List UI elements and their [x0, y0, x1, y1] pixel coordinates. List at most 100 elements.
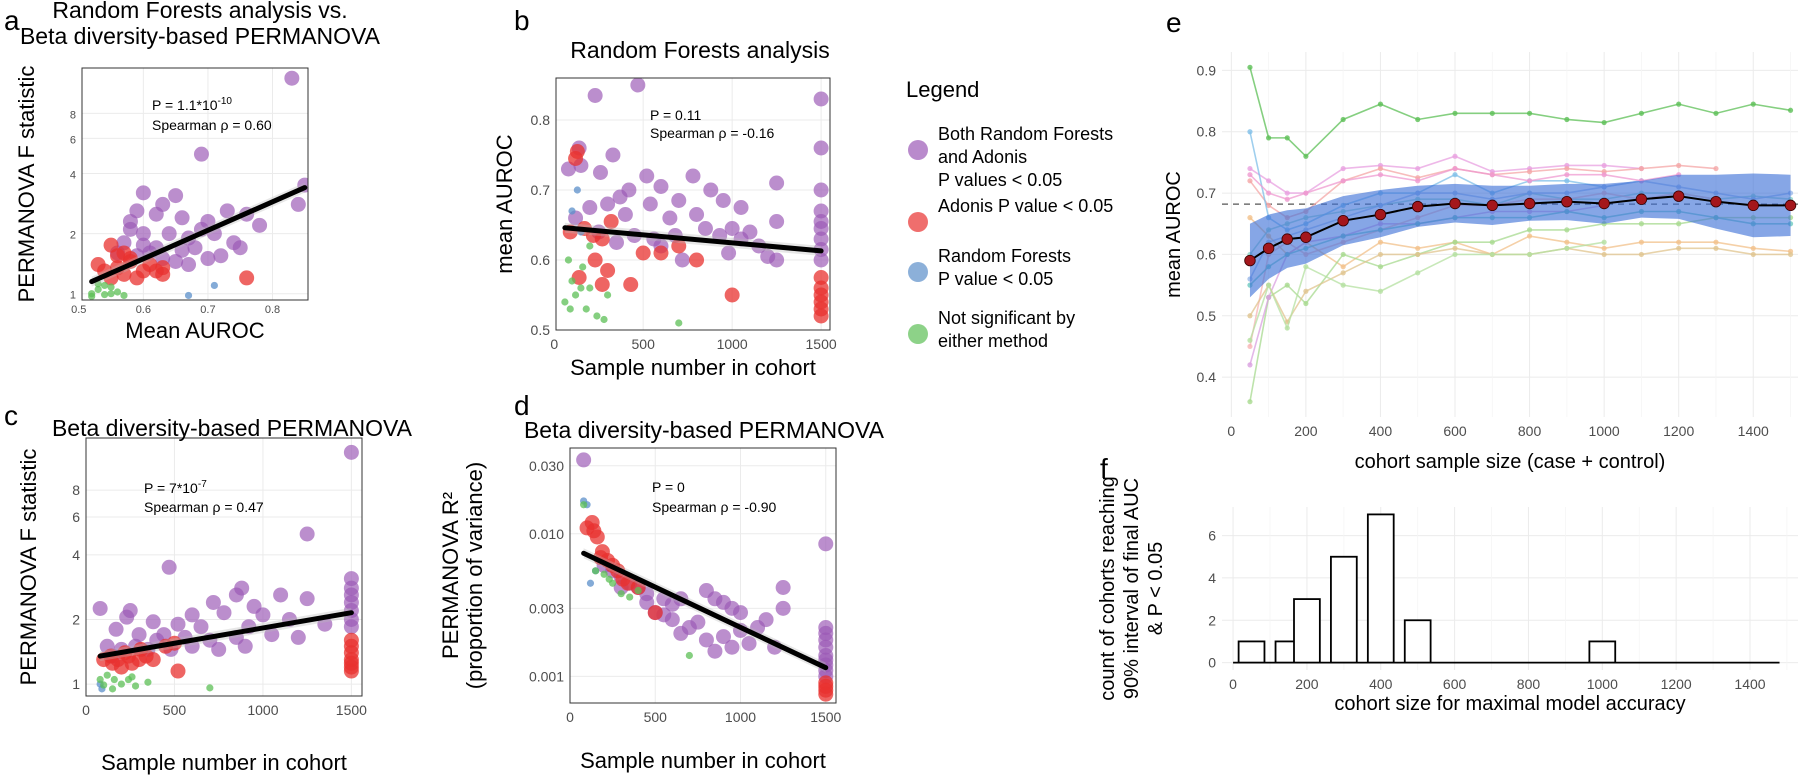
cohort-point [1303, 264, 1309, 270]
data-point-purple [174, 210, 190, 226]
cohort-point [1638, 239, 1645, 245]
data-point-purple [600, 196, 616, 212]
data-point-purple [187, 240, 203, 256]
cohort-point [1247, 215, 1253, 221]
data-point-green [685, 651, 693, 660]
x-tick-label: 1200 [1661, 676, 1692, 692]
cohort-point [1601, 162, 1607, 169]
cohort-point [1452, 165, 1458, 172]
plot-content [92, 444, 359, 693]
data-point-red [129, 270, 145, 286]
legend-swatch-red [908, 212, 928, 232]
data-point-purple [813, 231, 829, 247]
cohort-point [1303, 300, 1309, 307]
legend-swatch-purple [908, 140, 928, 160]
data-point-purple [232, 240, 248, 256]
cohort-point [1284, 282, 1290, 288]
cohort-point [1377, 172, 1384, 178]
data-point-green [107, 283, 115, 291]
data-point-green [568, 277, 576, 285]
data-point-purple [170, 616, 186, 632]
y-tick-label: 6 [1208, 528, 1216, 544]
cohort-point [1564, 245, 1570, 251]
cohort-point [1564, 227, 1570, 233]
data-point-purple [108, 621, 124, 637]
spearman-annotation: Spearman ρ = 0.60 [152, 117, 272, 133]
data-point-purple [193, 619, 209, 635]
cohort-point [1750, 251, 1756, 258]
cohort-point [1266, 190, 1272, 196]
data-point-purple [181, 257, 197, 273]
data-point-purple [769, 214, 785, 229]
x-tick-label: 500 [632, 336, 656, 352]
panel-e: 0 200 400 600 800 1000 1200 1400 0.4 0.5 0.6 0.7 0.8… [1163, 7, 1798, 473]
data-point-purple [775, 600, 791, 616]
mean-point [1523, 197, 1536, 210]
cohort-point [1377, 251, 1384, 258]
histogram-bar [1403, 619, 1432, 664]
data-point-purple [605, 147, 621, 163]
data-point-purple [698, 632, 714, 648]
data-point-green [107, 290, 115, 298]
data-point-purple [135, 226, 151, 242]
data-point-green [634, 586, 642, 595]
x-tick-label: 1000 [717, 336, 748, 352]
cohort-point [1340, 165, 1346, 172]
y-tick-label: 1 [72, 676, 80, 692]
x-tick-label: 0.8 [265, 304, 280, 316]
y-tick-label: 2 [1208, 612, 1216, 628]
panel-f: 0 200 400 600 800 1000 1200 1400 0 2 4 6 cohort size… [1097, 453, 1798, 715]
data-point-purple [690, 614, 706, 630]
data-point-green [88, 292, 96, 300]
regression-line [89, 185, 308, 285]
data-point-purple [760, 249, 776, 264]
cohort-point [1526, 227, 1533, 233]
x-axis-label: Sample number in cohort [570, 355, 816, 380]
mean-point [1784, 199, 1797, 212]
x-tick-label: 0 [1229, 676, 1237, 692]
y-axis-label: mean AUROC [492, 134, 517, 273]
data-point-green [675, 319, 683, 327]
data-point-purple [219, 203, 235, 219]
cohort-point [1415, 116, 1421, 123]
cohort-point [1303, 288, 1309, 294]
cohort-point [1452, 251, 1458, 258]
cohort-point [1676, 221, 1682, 227]
data-point-purple [671, 193, 687, 208]
panel-title: Random Forests analysis [570, 37, 830, 63]
y-axis-label: PERMANOVA R² [438, 492, 463, 659]
cohort-point [1713, 239, 1719, 245]
data-point-purple [317, 616, 333, 632]
data-point-green [571, 291, 580, 299]
cohort-point [1564, 165, 1570, 172]
panel-label: a [4, 5, 20, 36]
data-point-purple [284, 70, 300, 86]
mean-point [1486, 199, 1498, 212]
data-point-purple [299, 526, 315, 542]
cohort-line [1249, 241, 1605, 341]
data-point-purple [689, 207, 705, 222]
legend-title: Legend [906, 77, 979, 102]
data-point-purple [161, 226, 177, 242]
data-point-red [239, 270, 255, 286]
x-tick-label: 0 [566, 709, 574, 725]
data-point-purple [662, 210, 678, 226]
data-point-green [117, 680, 125, 688]
cohort-point [1266, 294, 1272, 300]
data-point-purple [122, 213, 138, 229]
data-point-green [617, 590, 625, 598]
cohort-point [1340, 264, 1346, 270]
x-tick-label: 800 [1517, 676, 1541, 692]
mean-point [1374, 208, 1387, 221]
spearman-annotation: Spearman ρ = -0.16 [650, 125, 775, 141]
data-point-purple [213, 248, 229, 264]
plot-content [1222, 64, 1798, 405]
data-point-purple [161, 559, 177, 575]
data-point-purple [587, 88, 603, 103]
cohort-point [1489, 239, 1495, 245]
mean-point [1281, 233, 1293, 245]
legend-item-text: P value < 0.05 [938, 269, 1053, 289]
data-point-red [671, 238, 687, 254]
histogram-bar [1330, 555, 1358, 664]
plot-frame [555, 77, 831, 331]
